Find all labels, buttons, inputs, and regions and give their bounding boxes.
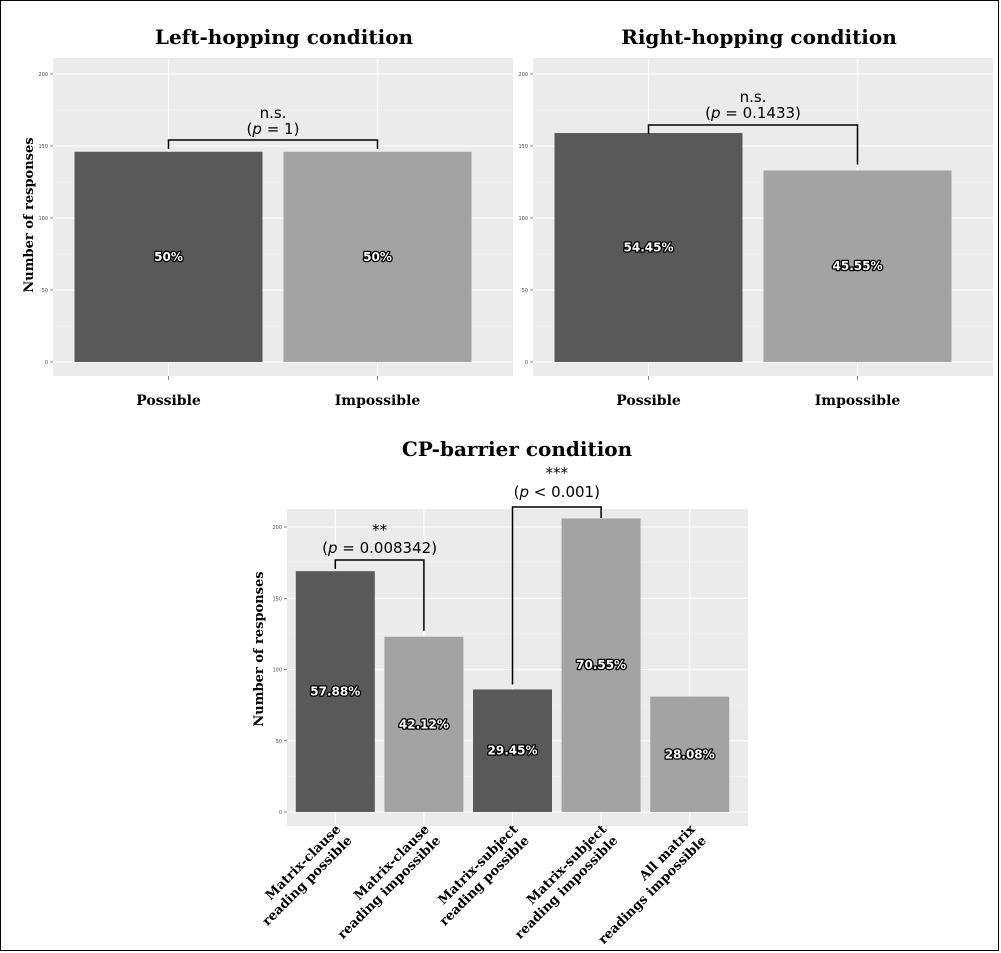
- x-category-label-line: reading impossible: [335, 834, 444, 943]
- p-value-part: (: [514, 483, 520, 501]
- significance-marker: n.s.: [260, 104, 287, 122]
- bar: [74, 151, 263, 362]
- y-tick-label: 100: [518, 216, 528, 222]
- p-value-part: p: [251, 120, 262, 138]
- bar: [554, 133, 743, 362]
- y-axis-title: Number of responses: [22, 137, 37, 292]
- significance-marker: **: [372, 521, 388, 539]
- y-tick-label: 200: [518, 72, 528, 78]
- right-hopping-panel: 0 50 100 150 200 54.45% Possible 45.55% Impossib…: [518, 25, 993, 409]
- p-value-part: = 0.008342): [338, 539, 438, 557]
- p-value-part: p: [327, 539, 338, 557]
- significance-marker: n.s.: [740, 88, 767, 106]
- bar: [283, 151, 472, 362]
- data-label: 45.55%: [833, 259, 883, 273]
- p-value-part: p: [710, 104, 721, 122]
- y-tick-label: 100: [272, 668, 282, 674]
- significance-bracket: [334, 559, 425, 631]
- chart-title: CP-barrier condition: [402, 437, 633, 461]
- y-tick-label: 200: [38, 72, 48, 78]
- bar: [650, 696, 730, 812]
- significance-bracket: [647, 124, 859, 165]
- bar: [473, 689, 552, 812]
- y-tick-label: 0: [525, 360, 528, 366]
- p-value-part: < 0.001): [529, 483, 600, 501]
- p-value-part: = 1): [262, 120, 300, 138]
- bar: [561, 518, 641, 812]
- cp-barrier-panel: 0 50 100 150 200 57.88% Matrix-clausereading p…: [248, 437, 748, 948]
- significance-p-value: (p = 0.1433): [705, 104, 801, 122]
- significance-marker: ***: [546, 464, 569, 482]
- p-value-part: (: [705, 104, 711, 122]
- data-label: 57.88%: [310, 685, 360, 699]
- data-label: 70.55%: [576, 658, 626, 672]
- x-category-label: Impossible: [815, 393, 901, 409]
- y-tick-label: 50: [276, 739, 282, 745]
- p-value-part: (: [322, 539, 328, 557]
- data-label: 28.08%: [665, 747, 715, 761]
- data-label: 50%: [154, 250, 183, 264]
- data-label: 42.12%: [399, 717, 449, 731]
- y-axis-title: Number of responses: [252, 571, 267, 726]
- x-category-label: Impossible: [335, 393, 421, 409]
- y-tick-label: 150: [272, 596, 282, 602]
- chart-title: Right-hopping condition: [621, 25, 897, 49]
- bar: [295, 571, 375, 812]
- y-tick-label: 50: [42, 288, 48, 294]
- y-tick-label: 100: [38, 216, 48, 222]
- data-label: 29.45%: [488, 744, 538, 758]
- y-tick-label: 200: [272, 525, 282, 531]
- bar: [763, 170, 952, 362]
- p-value-part: p: [519, 483, 530, 501]
- y-tick-label: 0: [45, 360, 48, 366]
- significance-p-value: (p < 0.001): [514, 483, 600, 501]
- chart-title: Left-hopping condition: [155, 25, 414, 49]
- x-category-label: Possible: [616, 393, 681, 409]
- left-hopping-panel: 0 50 100 150 200 50% Possible 50% Impossible n.s.…: [22, 25, 513, 409]
- significance-p-value: (p = 0.008342): [322, 539, 437, 557]
- data-label: 54.45%: [624, 241, 674, 255]
- x-category-label: Possible: [136, 393, 201, 409]
- y-tick-label: 50: [522, 288, 528, 294]
- data-label: 50%: [363, 250, 392, 264]
- y-tick-label: 0: [279, 810, 282, 816]
- p-value-part: = 0.1433): [720, 104, 800, 122]
- significance-bracket: [511, 506, 602, 685]
- y-tick-label: 150: [518, 144, 528, 150]
- p-value-part: (: [247, 120, 253, 138]
- significance-bracket: [167, 139, 379, 149]
- x-category-label: Matrix-clausereading possible: [248, 822, 355, 929]
- x-category-label-line: reading impossible: [512, 834, 621, 943]
- x-category-label: Matrix-subjectreading possible: [426, 822, 533, 929]
- y-tick-label: 150: [38, 144, 48, 150]
- significance-p-value: (p = 1): [247, 120, 300, 138]
- bar: [384, 636, 464, 812]
